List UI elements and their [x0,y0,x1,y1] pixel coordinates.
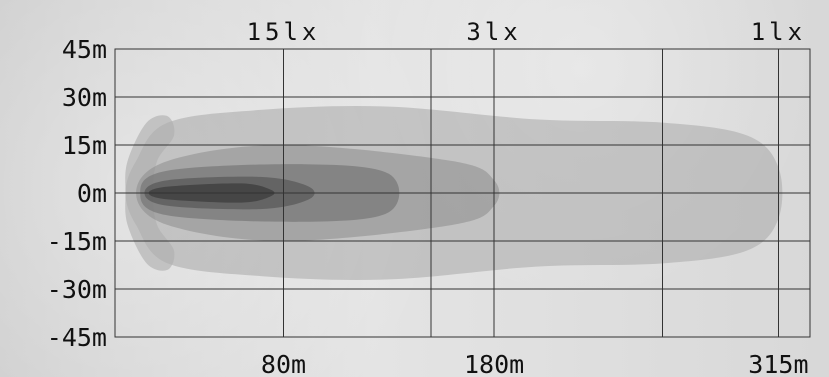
lux-label-15lx: 15lx [247,18,321,46]
grid-lines-group [114,48,811,338]
y-tick-label--45: -45m [47,323,107,352]
lux-label-3lx: 3lx [466,18,521,46]
y-tick-label--15: -15m [47,227,107,256]
y-tick-label-0: 0m [77,179,107,208]
x-tick-label-180: 180m [464,350,524,377]
x-tick-label-80: 80m [261,350,306,377]
y-tick-label-30: 30m [62,83,107,112]
axis-labels-group: 45m 30m 15m 0m -15m -30m -45m 80m 180m 315m 15lx 3l… [47,18,809,377]
y-tick-label-45: 45m [62,35,107,64]
y-tick-label-15: 15m [62,131,107,160]
lux-label-1lx: 1lx [751,18,806,46]
x-tick-label-315: 315m [748,350,808,377]
y-tick-label--30: -30m [47,275,107,304]
